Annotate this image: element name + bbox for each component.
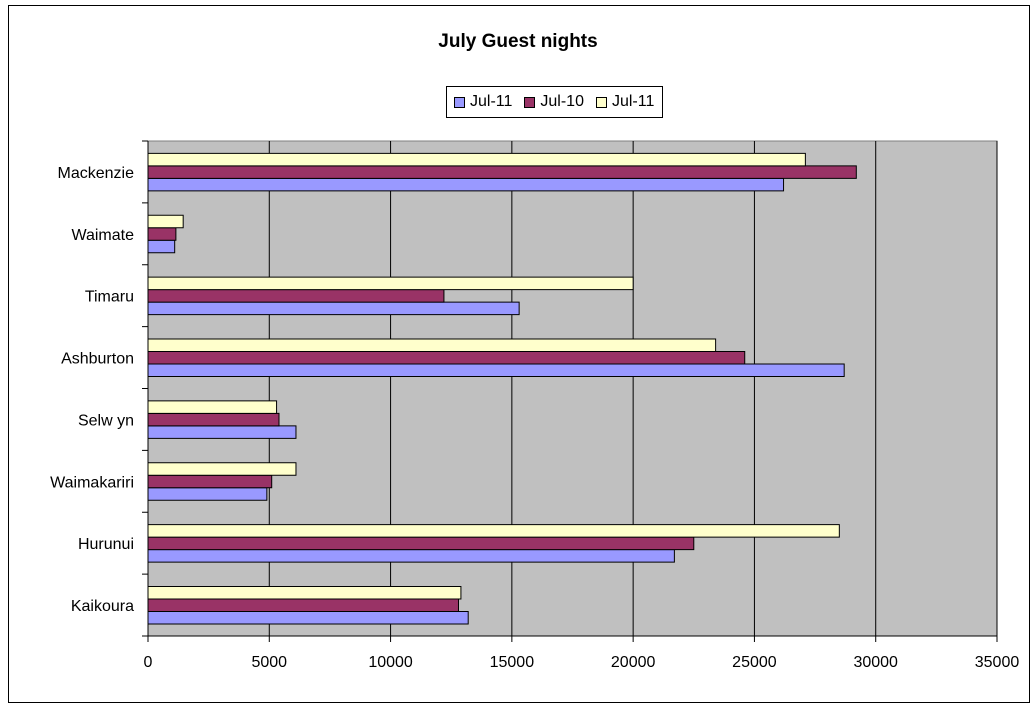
y-category-label: Hurunui [78, 536, 134, 553]
bar [147, 400, 278, 414]
bar [147, 487, 268, 501]
bar [147, 474, 273, 489]
bar [147, 363, 845, 377]
bar [147, 214, 184, 229]
x-tick-label: 20000 [611, 654, 656, 671]
y-category-label: Selw yn [78, 412, 134, 429]
legend: Jul-11 Jul-10 Jul-11 [446, 86, 664, 118]
x-tick-label: 0 [144, 654, 153, 671]
bar [147, 227, 177, 241]
legend-swatch [595, 96, 607, 108]
legend-label: Jul-10 [540, 93, 584, 110]
legend-label: Jul-11 [611, 93, 655, 110]
y-category-label: Ashburton [61, 351, 134, 368]
legend-item-jul-11-a: Jul-11 [454, 93, 512, 111]
bar [147, 289, 445, 303]
legend-item-jul-11-b: Jul-11 [595, 93, 655, 111]
bar [147, 177, 785, 192]
legend-swatch [454, 96, 465, 108]
x-tick-label: 15000 [490, 654, 535, 671]
bar [147, 425, 297, 439]
x-tick-label: 5000 [251, 654, 287, 671]
bar [147, 462, 297, 476]
bar [147, 524, 840, 538]
legend-label: Jul-11 [470, 93, 513, 110]
legend-item-jul-10: Jul-10 [524, 93, 584, 111]
bar [147, 239, 176, 254]
chart-title: July Guest nights [438, 31, 598, 52]
bar [147, 165, 857, 179]
bar [147, 586, 462, 600]
y-category-label: Mackenzie [58, 165, 135, 182]
bar [147, 338, 717, 352]
bar [147, 611, 469, 625]
x-tick-label: 25000 [732, 654, 777, 671]
x-tick-label: 10000 [368, 654, 413, 671]
bar [147, 351, 746, 365]
bar [147, 301, 520, 316]
bar [147, 152, 806, 167]
y-category-label: Waimakariri [50, 474, 134, 491]
x-tick-label: 30000 [853, 654, 898, 671]
bar [147, 276, 634, 291]
bar [147, 536, 695, 551]
y-category-label: Kaikoura [71, 598, 134, 615]
bar [147, 412, 280, 427]
y-category-label: Waimate [71, 227, 134, 244]
y-category-label: Timaru [85, 289, 134, 306]
legend-swatch [524, 96, 536, 108]
bar [147, 598, 459, 612]
x-tick-label: 35000 [975, 654, 1020, 671]
bar [147, 549, 675, 563]
